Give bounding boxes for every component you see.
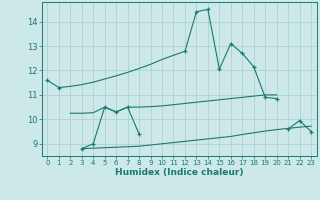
X-axis label: Humidex (Indice chaleur): Humidex (Indice chaleur): [115, 168, 244, 177]
